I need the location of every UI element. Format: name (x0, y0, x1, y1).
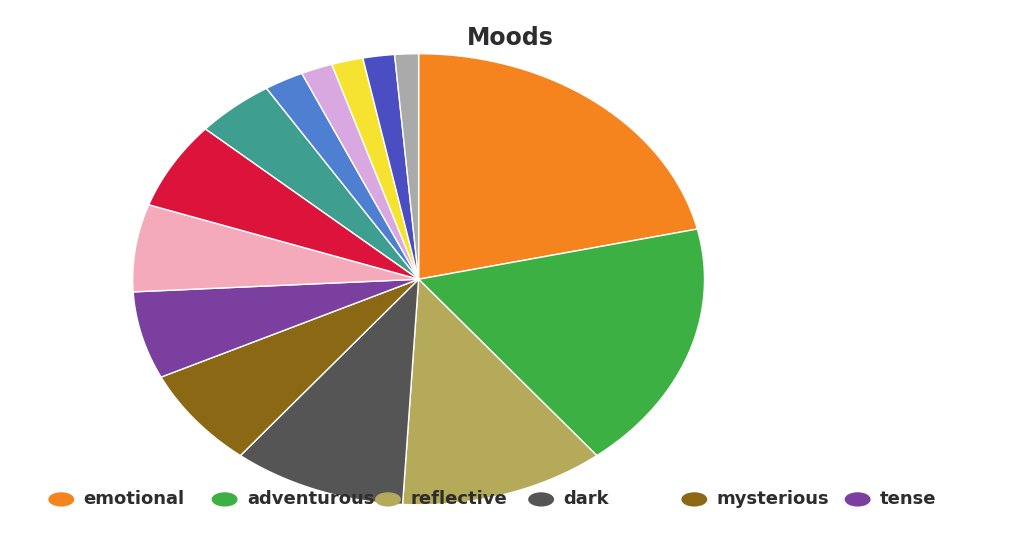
Polygon shape (394, 54, 419, 279)
Polygon shape (133, 205, 419, 292)
Circle shape (376, 493, 400, 506)
Polygon shape (362, 54, 419, 279)
Polygon shape (419, 229, 704, 455)
Polygon shape (205, 88, 419, 279)
Text: mysterious: mysterious (717, 490, 829, 509)
Polygon shape (133, 279, 419, 377)
Polygon shape (161, 279, 419, 455)
Circle shape (682, 493, 707, 506)
Circle shape (212, 493, 237, 506)
Polygon shape (402, 279, 597, 505)
Polygon shape (240, 279, 419, 504)
Text: tense: tense (880, 490, 936, 509)
Polygon shape (302, 64, 419, 279)
Circle shape (845, 493, 870, 506)
Text: dark: dark (564, 490, 610, 509)
Polygon shape (332, 58, 419, 279)
Polygon shape (266, 74, 419, 279)
Polygon shape (419, 54, 697, 279)
Polygon shape (149, 129, 419, 279)
Circle shape (529, 493, 553, 506)
Text: Moods: Moods (467, 26, 554, 49)
Text: adventurous: adventurous (247, 490, 375, 509)
Text: reflective: reflective (410, 490, 507, 509)
Text: emotional: emotional (84, 490, 185, 509)
Circle shape (49, 493, 74, 506)
